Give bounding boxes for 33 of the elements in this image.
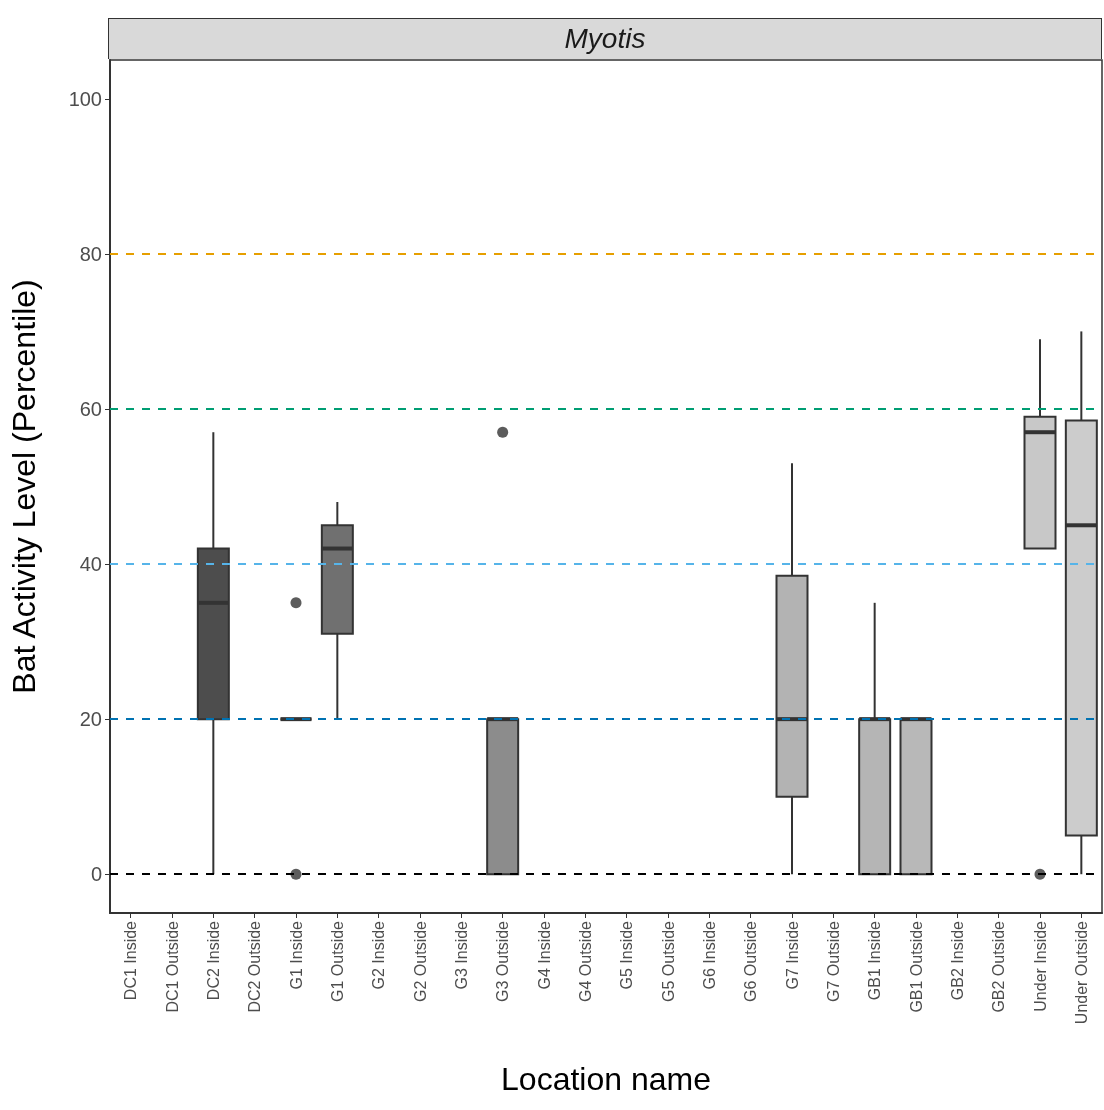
- x-tick-label: G6 Outside: [742, 920, 760, 1002]
- x-tick-label: Under Outside: [1072, 920, 1090, 1025]
- x-tick-label: G7 Outside: [824, 920, 842, 1002]
- x-tick-label: G7 Inside: [783, 920, 801, 990]
- x-tick-label: G1 Inside: [287, 920, 305, 990]
- y-tick-label: 100: [68, 87, 102, 110]
- y-tick-label: 20: [79, 708, 102, 731]
- x-tick-label: GB1 Outside: [907, 920, 925, 1013]
- y-tick-label: 40: [79, 553, 102, 576]
- x-tick-label: GB2 Outside: [990, 920, 1008, 1013]
- x-tick-label: G3 Outside: [494, 920, 512, 1002]
- y-axis-title: Bat Activity Level (Percentile): [6, 279, 42, 694]
- y-tick-label: 80: [79, 242, 102, 265]
- x-tick-label: DC1 Inside: [122, 920, 140, 1001]
- x-tick-label: G4 Outside: [576, 920, 594, 1002]
- x-tick-label: GB1 Inside: [866, 920, 884, 1001]
- x-tick-label: G4 Inside: [535, 920, 553, 990]
- x-tick-label: Under Inside: [1031, 920, 1049, 1012]
- chart-title: Myotis: [108, 18, 1102, 59]
- x-tick-label: DC2 Outside: [246, 920, 264, 1013]
- y-tick-label: 60: [79, 397, 102, 420]
- y-tick-label: 0: [90, 863, 102, 886]
- x-tick-label: GB2 Inside: [948, 920, 966, 1001]
- x-axis-title: Location name: [501, 1061, 711, 1097]
- x-tick-label: DC1 Outside: [163, 920, 181, 1013]
- x-tick-label: G1 Outside: [328, 920, 346, 1002]
- x-tick-label: DC2 Inside: [204, 920, 222, 1001]
- x-tick-label: G2 Inside: [370, 920, 388, 990]
- x-tick-label: G2 Outside: [411, 920, 429, 1002]
- x-tick-label: G5 Inside: [618, 920, 636, 990]
- x-tick-label: G6 Inside: [700, 920, 718, 990]
- x-tick-label: G5 Outside: [659, 920, 677, 1002]
- x-tick-label: G3 Inside: [452, 920, 470, 990]
